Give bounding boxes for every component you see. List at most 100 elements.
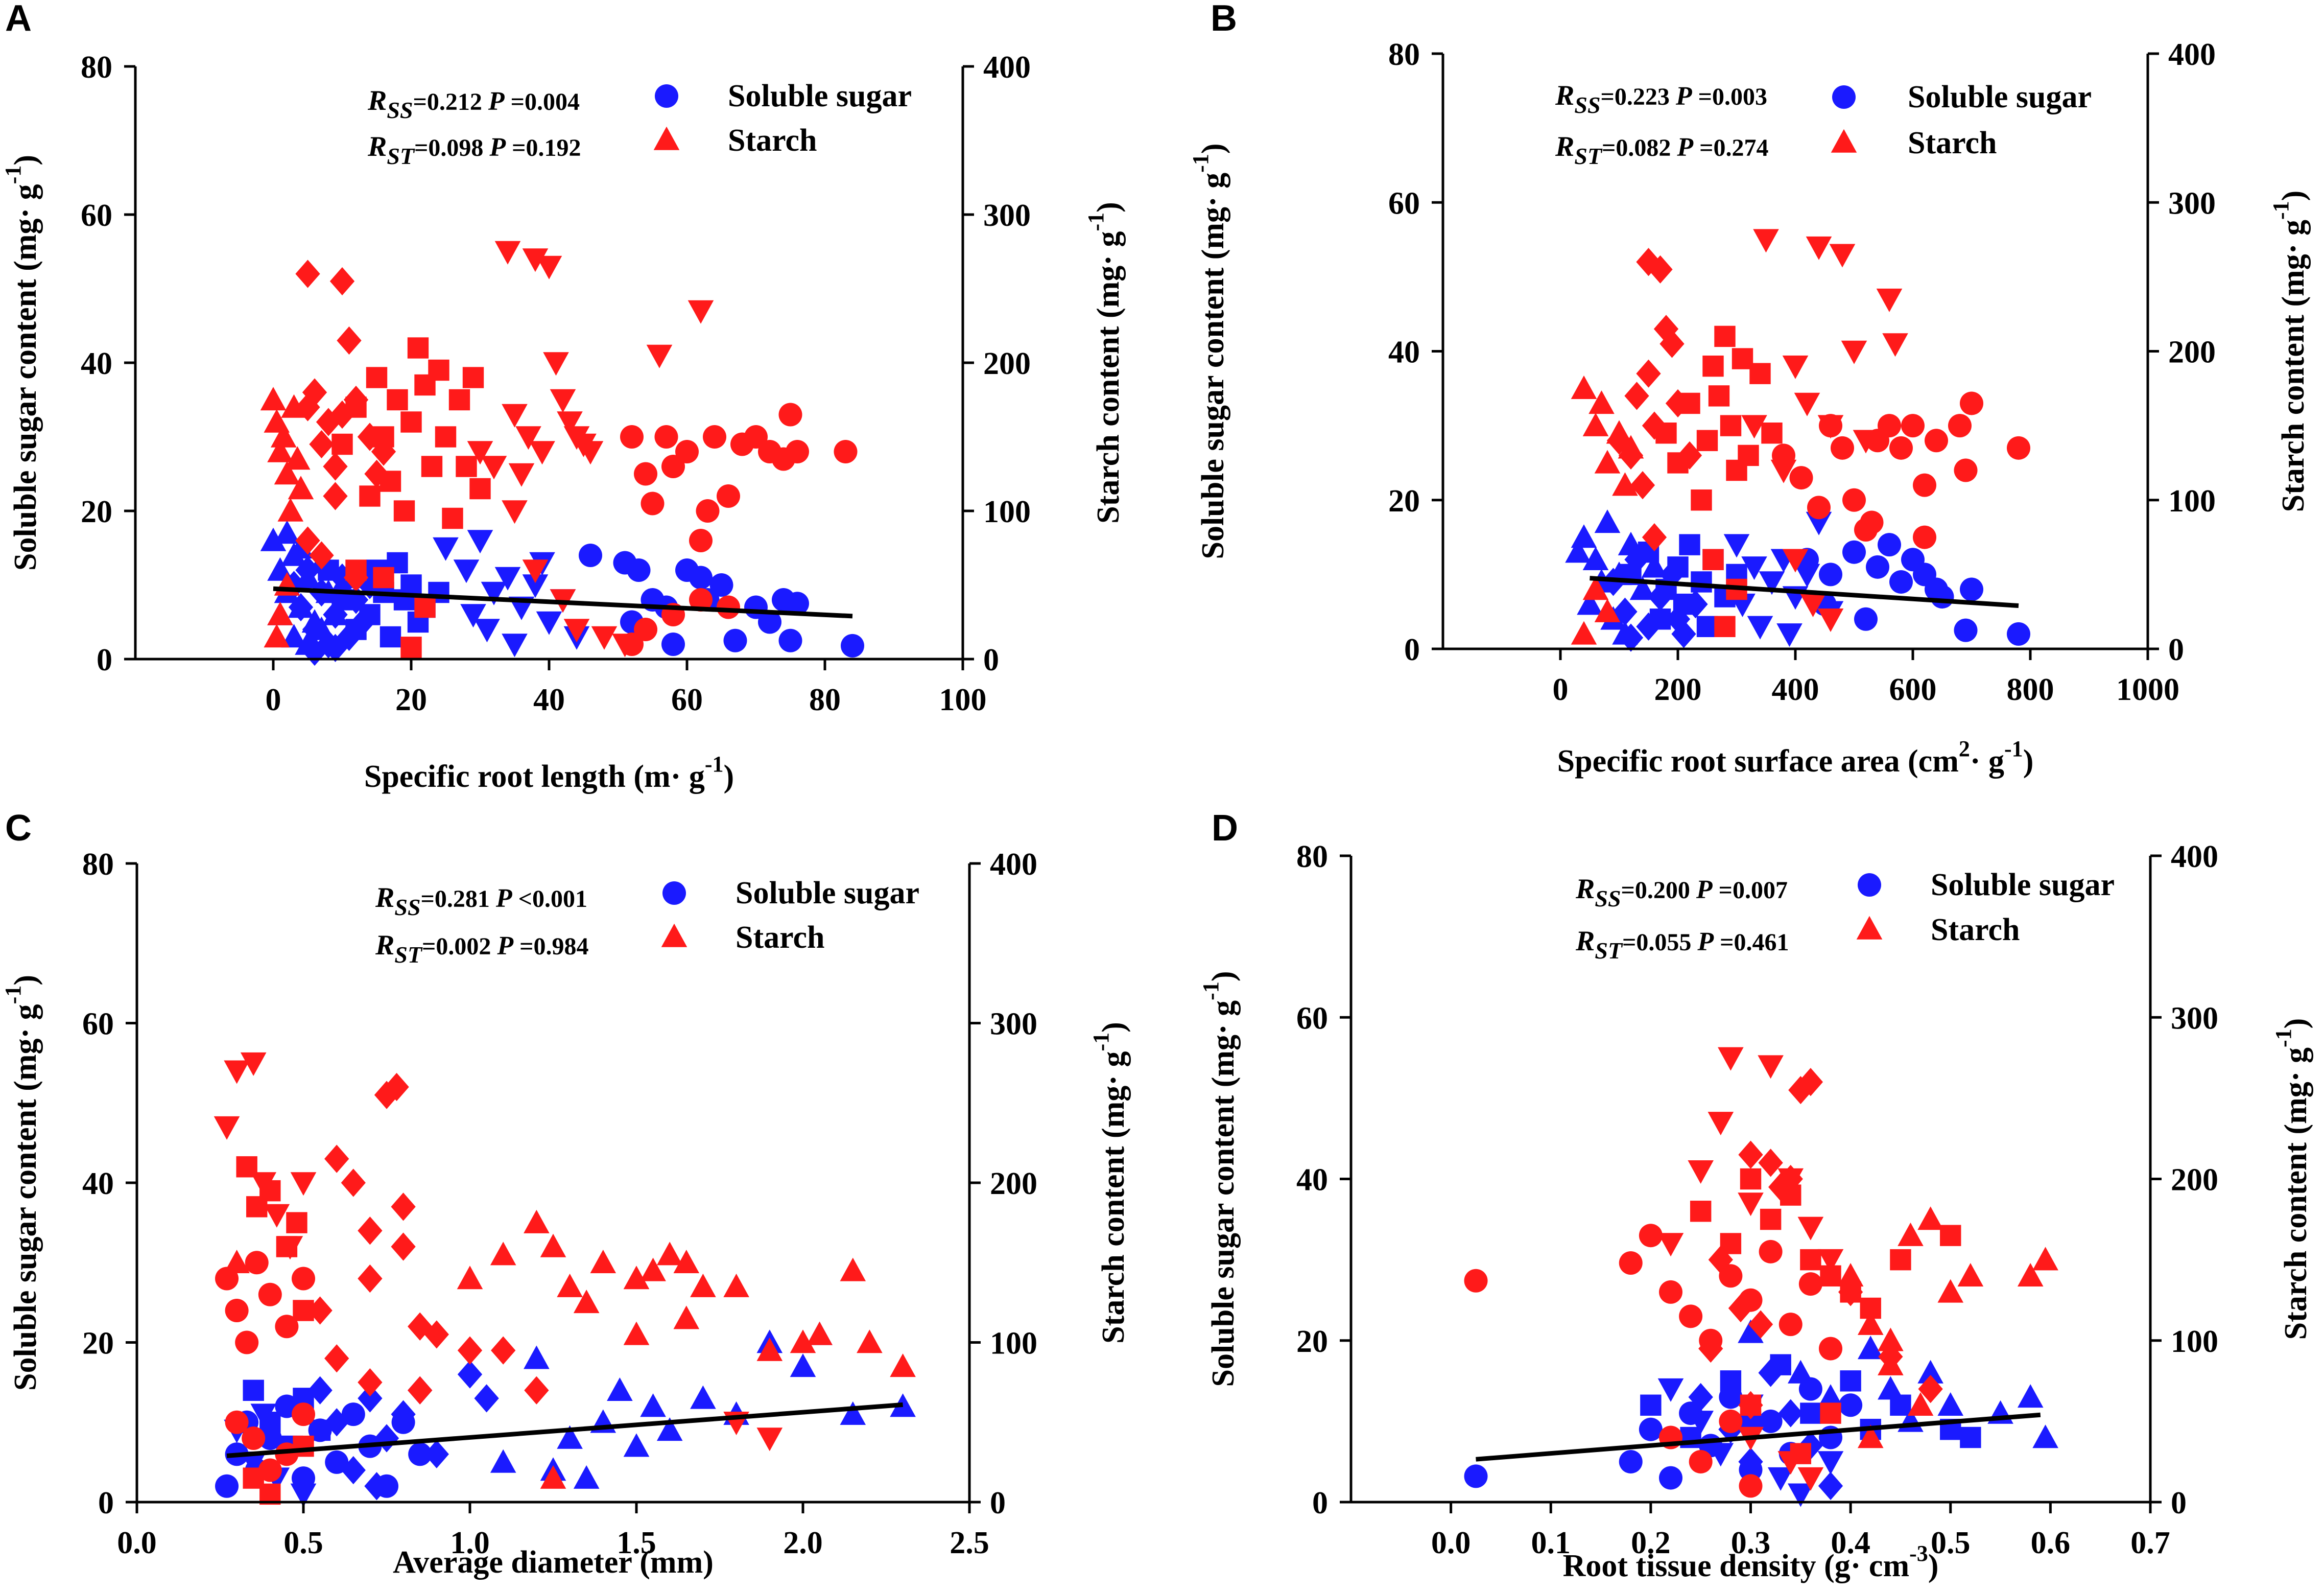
panel-a-soluble-sugar-point <box>522 574 549 598</box>
panel-c-soluble-sugar-point <box>474 1384 499 1413</box>
panel-c-soluble-sugar-point <box>790 1353 816 1377</box>
panel-a-starch-point <box>577 441 604 465</box>
panel-c-starch-point <box>457 1336 483 1365</box>
panel-b-starch-point <box>1708 385 1730 407</box>
panel-b-starch-point <box>1738 444 1759 466</box>
panel-a-starch-point <box>550 389 576 413</box>
panel-c-stat-subscript: ST <box>394 942 423 968</box>
panel-a-starch-point <box>717 484 740 508</box>
panel-b-stat-subscript: SS <box>1574 92 1600 118</box>
panel-c-starch-point <box>756 1428 783 1452</box>
panel-c-legend: Soluble sugar Starch <box>661 876 919 955</box>
panel-c-soluble-sugar-point <box>341 1456 366 1485</box>
panel-b-starch-point <box>1770 459 1797 483</box>
panel-d-starch-point <box>1759 1239 1783 1264</box>
panel-b-soluble-sugar-point <box>1594 509 1621 533</box>
panel-b-starch-point <box>1960 391 1983 415</box>
panel-d-fit-line <box>1476 1412 2041 1462</box>
panel-c-soluble-sugar-point <box>840 1401 866 1425</box>
panel-b-starch-point <box>1714 616 1736 638</box>
panel-b-stat-p-value: =0.003 <box>1692 83 1767 110</box>
panel-c-legend-starch-marker <box>661 923 687 947</box>
panel-a-starch-point <box>515 426 541 450</box>
panel-a-y-right-axis-label: Starch content (mg· g-1) <box>1083 202 1126 524</box>
panel-a-soluble-sugar-point <box>260 527 287 551</box>
panel-a-starch-point <box>646 344 673 368</box>
panel-a-starch-point <box>612 634 638 658</box>
panel-a-stat-p-value: =0.192 <box>506 134 581 161</box>
panel-b-starch-point <box>1677 441 1702 470</box>
panel-b-starch-point <box>1659 330 1685 358</box>
panel-b-starch-point <box>1741 415 1767 439</box>
panel-b-soluble-sugar-point <box>1925 577 1948 601</box>
panel-a-legend-soluble-sugar-label: Soluble sugar <box>728 79 912 113</box>
panel-d-soluble-sugar-point <box>1659 1466 1682 1490</box>
panel-b-starch-point <box>1954 458 1978 482</box>
panel-d-stat-subscript: ST <box>1595 938 1623 964</box>
panel-b-legend-soluble-sugar-marker <box>1832 85 1856 109</box>
panel-c-starch-point <box>640 1257 666 1281</box>
panel-c-soluble-sugar-point <box>391 1400 416 1429</box>
panel-a-y-right-axis-label-text: ) <box>1091 202 1126 213</box>
panel-a-soluble-sugar-point <box>337 622 362 651</box>
panel-d-y-left-tick-label: 40 <box>1296 1163 1328 1198</box>
panel-d-starch-point <box>1719 1264 1743 1288</box>
panel-a-starch-point <box>462 367 484 388</box>
panel-c-soluble-sugar-point <box>240 1452 267 1476</box>
panel-a-x-tick-label: 20 <box>395 683 427 717</box>
panel-c-starch-point <box>235 1330 259 1354</box>
panel-c-starch-point <box>756 1337 783 1361</box>
panel-a-stat-r-symbol: R <box>367 131 387 162</box>
panel-a-starch-point <box>689 588 713 612</box>
panel-c-starch-point <box>690 1273 716 1297</box>
panel-a-soluble-sugar-point <box>723 628 747 652</box>
panel-a-stat-r-value: =0.212 <box>413 88 488 115</box>
panel-c-soluble-sugar-point <box>573 1465 600 1489</box>
panel-b-soluble-sugar-point <box>1691 571 1712 593</box>
panel-c-starch-point <box>424 1320 449 1349</box>
panel-b-starch-point <box>1860 510 1884 534</box>
panel-c-starch-point <box>290 1172 317 1196</box>
panel-d-y-right-axis-label: Starch content (mg· g-1) <box>2271 1018 2313 1340</box>
panel-a-starch-point <box>563 619 590 643</box>
panel-a-soluble-sugar-point <box>786 592 809 616</box>
panel-c-y-right-tick-label: 0 <box>990 1486 1006 1520</box>
panel-b-y-right-tick-label: 200 <box>2168 335 2216 370</box>
panel-c-stat-p-symbol: P <box>496 931 514 961</box>
panel-d-stat-p-value: =0.007 <box>1713 877 1788 904</box>
panel-a: A 0 20 40 60 80 100 0 20 40 60 80 0 100 200 300 400 Speci… <box>1 0 1126 794</box>
panel-c-starch-point <box>240 1052 267 1076</box>
panel-b-legend-soluble-sugar-label: Soluble sugar <box>1908 80 2092 114</box>
panel-a-starch-point <box>744 425 768 449</box>
panel-c-starch-point <box>623 1266 650 1290</box>
panel-a-soluble-sugar-point <box>841 634 864 658</box>
panel-a-x-tick-label: 80 <box>809 683 841 717</box>
panel-d-axes <box>1340 854 2162 1513</box>
panel-c-starch-point <box>623 1321 650 1345</box>
panel-d-soluble-sugar-point <box>1708 1443 1734 1467</box>
panel-d-starch-point <box>1690 1201 1712 1222</box>
panel-c-y-right-axis-label-sup: -1 <box>1088 1033 1113 1051</box>
panel-d-soluble-sugar-point <box>1937 1392 1964 1416</box>
panel-c-soluble-sugar-point <box>364 1472 389 1501</box>
panel-d-soluble-sugar-point <box>1619 1449 1643 1473</box>
panel-a-x-tick-label: 0 <box>266 683 281 717</box>
panel-d-starch-point <box>1918 1375 1943 1403</box>
panel-b-starch-point <box>1594 450 1621 474</box>
panel-d-stat-p-value: =0.461 <box>1714 929 1789 956</box>
panel-d-stat-r-symbol: R <box>1575 873 1595 905</box>
panel-a-starch-point <box>337 326 362 355</box>
panel-a-starch-point <box>675 440 699 463</box>
panel-b-axes <box>1432 52 2159 660</box>
panel-a-soluble-sugar-point <box>343 586 369 614</box>
panel-b-starch-point <box>1925 429 1948 453</box>
panel-c-starch-point <box>275 1315 299 1339</box>
panel-d-y-right-axis-label-text: ) <box>2279 1018 2313 1029</box>
panel-c-y-left-tick-label: 40 <box>82 1166 114 1201</box>
panel-a-starch-point <box>620 425 644 449</box>
panel-c-y-left-axis-label-text: ) <box>8 975 43 986</box>
panel-a-starch-point <box>543 352 569 376</box>
panel-c-x-tick-label: 1.0 <box>450 1526 490 1560</box>
panel-a-starch-point <box>364 459 389 488</box>
